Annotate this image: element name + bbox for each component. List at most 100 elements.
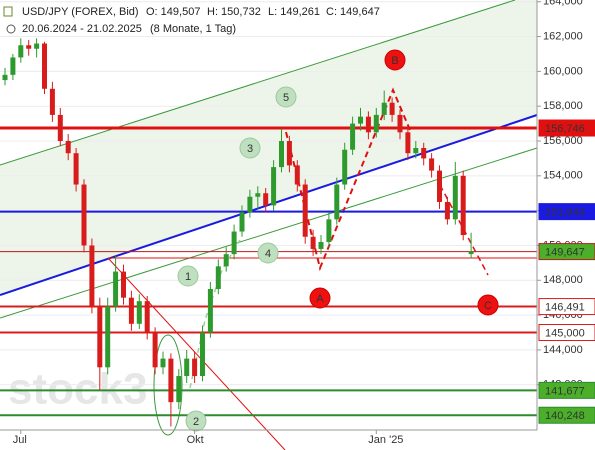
wave-path	[189, 239, 241, 389]
candle-body	[26, 45, 32, 49]
ohlc-high: H: 150,732	[207, 6, 261, 18]
level-label-box	[538, 298, 595, 316]
candle-body	[73, 153, 79, 185]
candle-body	[192, 358, 198, 377]
ohlc-close: C: 149,647	[326, 6, 380, 18]
pattern-ellipse	[153, 334, 183, 436]
symbol: USD/JPY (FOREX, Bid)	[22, 6, 139, 18]
candle-body	[65, 141, 71, 154]
channel-line	[0, 0, 516, 166]
annotation-label: 3	[247, 143, 253, 155]
annotation-label: B	[391, 55, 398, 67]
annotation-marker	[309, 287, 331, 309]
level-label-box	[538, 243, 595, 261]
annotation-marker	[257, 242, 279, 264]
annotation-label: 4	[265, 248, 271, 260]
candle-body	[405, 132, 411, 154]
date-span: (8 Monate, 1 Tag)	[150, 23, 236, 35]
x-tick-label: Okt	[187, 434, 204, 446]
candle-body	[452, 175, 458, 220]
candle-body	[365, 116, 371, 133]
chart-icon	[3, 6, 13, 17]
candle-body	[121, 271, 126, 298]
candle-body	[263, 193, 269, 206]
candle-body	[373, 114, 379, 133]
level-label-box	[538, 324, 595, 342]
candle-body	[468, 251, 474, 255]
ohlc-open: O: 149,507	[146, 6, 200, 18]
y-tick-label: 144,000	[543, 344, 583, 356]
candle-body	[437, 170, 442, 202]
candle-body	[200, 332, 205, 377]
level-label-box	[538, 406, 595, 424]
candle-body	[184, 358, 190, 377]
y-tick-label: 160,000	[543, 65, 583, 77]
level-label-box	[538, 381, 595, 399]
level-label: 141,677	[545, 385, 585, 397]
candle-body	[247, 196, 253, 213]
ohlc-low: L: 149,261	[268, 6, 320, 18]
candle-body	[429, 158, 435, 171]
annotation-marker	[275, 86, 297, 108]
candle-body	[105, 306, 111, 368]
candle-body	[10, 57, 16, 75]
candle-body	[334, 184, 340, 220]
candle-body	[286, 141, 292, 166]
candle-body	[231, 231, 237, 255]
trend-line	[107, 257, 286, 450]
y-tick-label: 158,000	[543, 100, 583, 112]
candle-body	[57, 114, 63, 142]
annotation-marker	[177, 265, 199, 287]
candle-body	[89, 245, 95, 307]
annotation-marker	[384, 49, 406, 71]
candle-body	[310, 236, 316, 249]
y-tick-label: 148,000	[543, 274, 583, 286]
level-label-box	[538, 119, 595, 137]
candle-body	[326, 219, 332, 242]
annotation-label: A	[316, 293, 324, 305]
y-tick-label: 164,000	[543, 0, 583, 8]
candle-body	[81, 184, 87, 246]
level-label: 156,746	[545, 123, 585, 135]
candle-body	[271, 167, 277, 206]
candle-body	[460, 175, 466, 236]
candle-body	[294, 165, 300, 185]
candle-body	[34, 43, 40, 49]
candle-body	[207, 288, 213, 333]
candle-body	[318, 241, 324, 249]
candle-body	[239, 212, 245, 232]
y-tick-label: 154,000	[543, 170, 583, 182]
candle-body	[413, 147, 419, 154]
level-label: 146,491	[545, 301, 585, 313]
candle-body	[302, 184, 308, 237]
annotation-marker	[239, 137, 261, 159]
candle-body	[42, 43, 47, 89]
annotation-label: 2	[193, 416, 199, 428]
candle-body	[18, 45, 24, 58]
candle-body	[381, 102, 387, 115]
candle-body	[113, 271, 119, 307]
level-label: 149,647	[545, 247, 585, 259]
channel-shade	[0, 0, 537, 295]
watermark: stock3	[8, 365, 147, 414]
candle-body	[444, 201, 450, 220]
candle-body	[255, 193, 261, 197]
candle-body	[128, 297, 134, 324]
candle-body	[144, 301, 150, 333]
annotation-label: 1	[185, 271, 191, 283]
candle-body	[223, 254, 229, 267]
candle-body	[215, 266, 221, 289]
x-tick-label: Jul	[13, 434, 27, 446]
clock-icon	[6, 24, 16, 34]
candle-body	[389, 102, 395, 115]
candle-body	[350, 123, 356, 150]
annotation-marker	[477, 294, 499, 316]
level-label: 145,000	[545, 327, 585, 339]
candle-body	[421, 147, 427, 159]
level-label-box	[538, 203, 595, 221]
candle-body	[152, 332, 158, 368]
level-label: 151,944	[545, 207, 585, 219]
candle-body	[160, 358, 166, 368]
candle-body	[279, 141, 284, 168]
